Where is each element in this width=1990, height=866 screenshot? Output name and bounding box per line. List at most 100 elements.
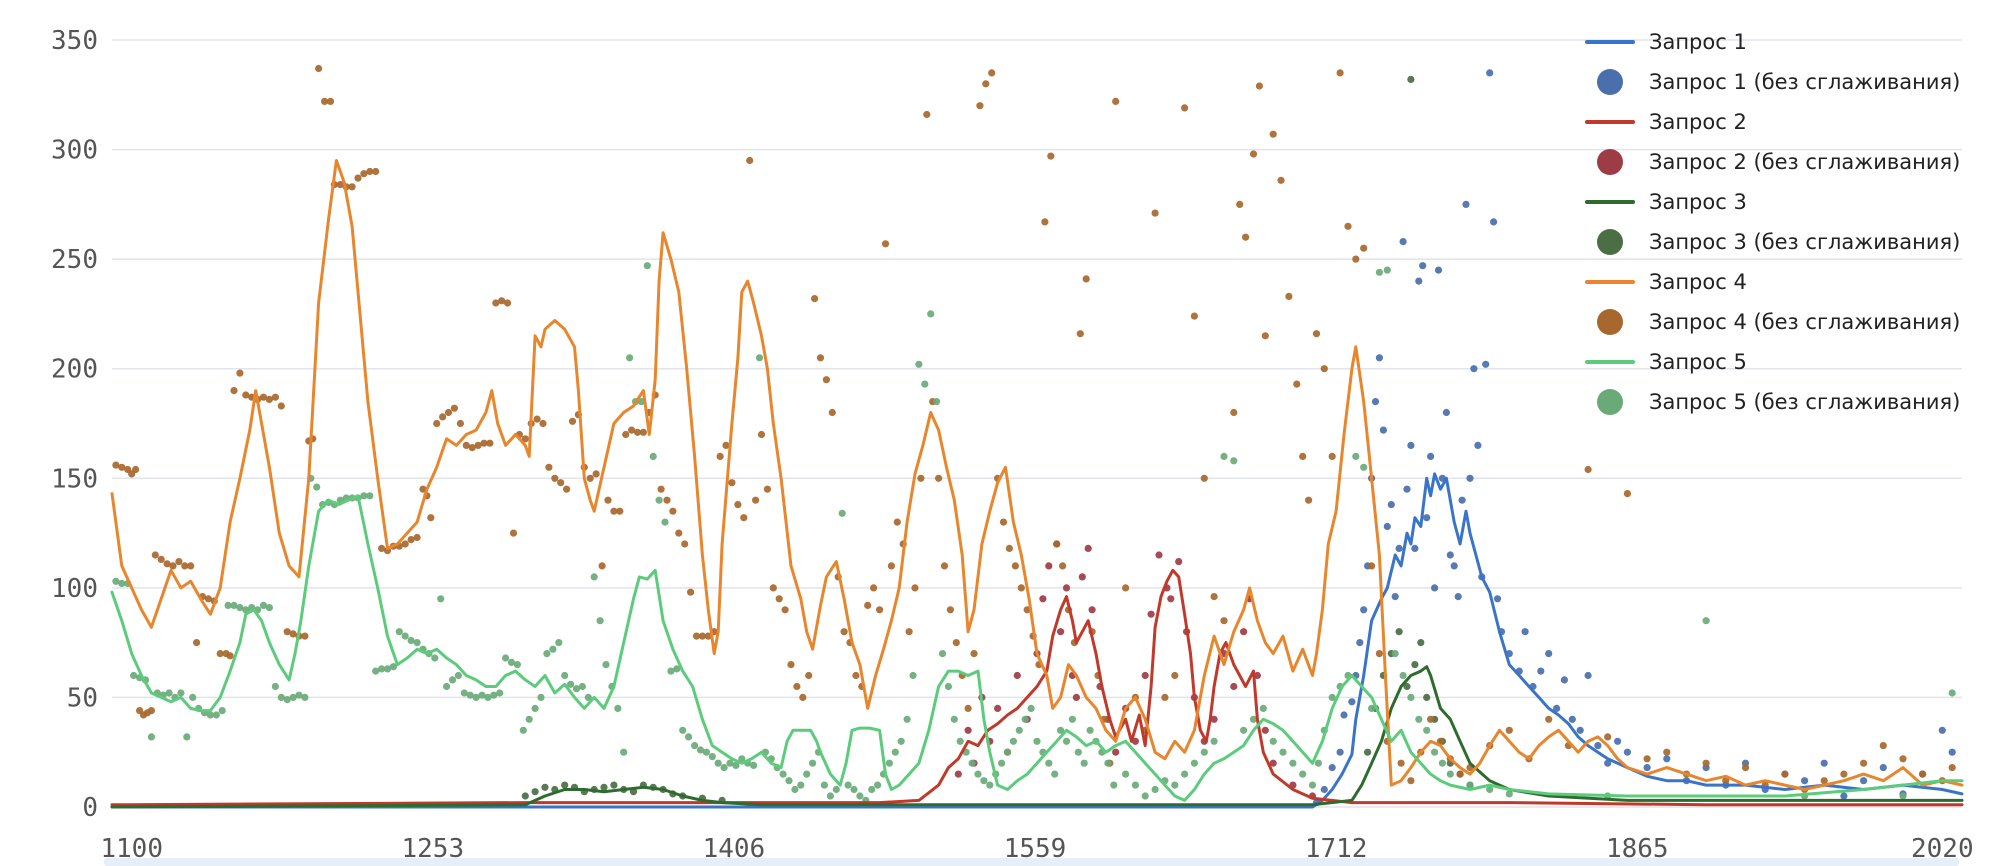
scatter-point[interactable] <box>578 682 587 691</box>
scatter-point[interactable] <box>1899 755 1907 763</box>
scatter-point[interactable] <box>295 691 303 699</box>
scatter-point[interactable] <box>1112 97 1120 105</box>
scatter-point[interactable] <box>1417 639 1425 647</box>
scatter-point[interactable] <box>1086 726 1094 734</box>
scatter-point[interactable] <box>791 785 799 794</box>
scatter-point[interactable] <box>763 485 772 493</box>
scatter-point[interactable] <box>1200 474 1208 482</box>
scatter-point[interactable] <box>696 746 705 754</box>
scatter-point[interactable] <box>673 665 681 673</box>
scatter-point[interactable] <box>360 492 368 500</box>
scatter-point[interactable] <box>1604 733 1612 741</box>
scatter-point[interactable] <box>938 650 947 658</box>
scatter-point[interactable] <box>1391 593 1399 601</box>
scatter-point[interactable] <box>1486 69 1494 77</box>
scatter-point[interactable] <box>1259 704 1267 713</box>
scatter-point[interactable] <box>504 299 512 307</box>
scatter-point[interactable] <box>407 536 415 544</box>
scatter-point[interactable] <box>746 156 754 165</box>
scatter-point[interactable] <box>1062 584 1071 592</box>
scatter-point[interactable] <box>826 792 835 800</box>
scatter-point[interactable] <box>1210 593 1218 601</box>
scatter-point[interactable] <box>348 183 356 191</box>
scatter-point[interactable] <box>876 606 884 614</box>
scatter-point[interactable] <box>531 788 539 796</box>
scatter-point[interactable] <box>175 558 183 566</box>
scatter-point[interactable] <box>1446 551 1454 559</box>
scatter-point[interactable] <box>1320 365 1328 373</box>
scatter-point[interactable] <box>787 661 795 669</box>
scatter-point[interactable] <box>988 69 996 77</box>
scatter-point[interactable] <box>1141 792 1149 800</box>
scatter-point[interactable] <box>1371 398 1380 406</box>
scatter-point[interactable] <box>933 398 941 406</box>
scatter-point[interactable] <box>909 671 917 680</box>
scatter-point[interactable] <box>840 628 848 636</box>
scatter-point[interactable] <box>1181 104 1189 112</box>
scatter-point[interactable] <box>395 628 403 636</box>
scatter-point[interactable] <box>1104 759 1112 767</box>
scatter-point[interactable] <box>626 354 634 362</box>
scatter-point[interactable] <box>1348 698 1356 706</box>
horizontal-scrollbar[interactable] <box>104 858 1959 866</box>
scatter-point[interactable] <box>685 733 693 741</box>
scatter-point[interactable] <box>378 665 386 673</box>
scatter-point[interactable] <box>1230 457 1238 465</box>
scatter-point[interactable] <box>1436 737 1445 745</box>
scatter-point[interactable] <box>1423 726 1431 734</box>
scatter-point[interactable] <box>616 507 624 515</box>
scatter-point[interactable] <box>1545 650 1553 658</box>
scatter-point[interactable] <box>679 726 687 734</box>
scatter-point[interactable] <box>885 759 894 767</box>
scatter-point[interactable] <box>1057 726 1065 734</box>
scatter-point[interactable] <box>1545 715 1553 723</box>
scatter-point[interactable] <box>1167 595 1175 603</box>
scatter-point[interactable] <box>413 639 421 647</box>
scatter-point[interactable] <box>1328 693 1336 702</box>
scatter-point[interactable] <box>927 310 935 318</box>
scatter-point[interactable] <box>1269 737 1277 745</box>
scatter-point[interactable] <box>468 444 476 452</box>
scatter-point[interactable] <box>212 711 220 719</box>
scatter-point[interactable] <box>1312 330 1321 338</box>
scatter-point[interactable] <box>289 630 297 638</box>
scatter-point[interactable] <box>1151 209 1159 217</box>
scatter-point[interactable] <box>301 693 309 702</box>
scatter-point[interactable] <box>1407 75 1415 83</box>
scatter-point[interactable] <box>537 693 545 702</box>
scatter-point[interactable] <box>986 781 994 789</box>
scatter-point[interactable] <box>366 492 374 500</box>
scatter-point[interactable] <box>509 529 518 537</box>
scatter-point[interactable] <box>964 704 972 713</box>
scatter-point[interactable] <box>852 671 860 680</box>
scatter-point[interactable] <box>1122 770 1130 778</box>
scatter-point[interactable] <box>383 665 392 673</box>
scatter-point[interactable] <box>531 704 539 713</box>
scatter-point[interactable] <box>1623 748 1631 756</box>
scatter-point[interactable] <box>738 755 746 763</box>
scatter-point[interactable] <box>732 761 740 770</box>
scatter-point[interactable] <box>1074 748 1082 756</box>
scatter-point[interactable] <box>1576 726 1584 734</box>
scatter-point[interactable] <box>915 360 923 368</box>
scatter-point[interactable] <box>112 461 120 469</box>
scatter-point[interactable] <box>726 759 734 767</box>
scatter-point[interactable] <box>472 693 480 702</box>
scatter-point[interactable] <box>401 540 409 548</box>
scatter-point[interactable] <box>643 262 651 270</box>
scatter-point[interactable] <box>946 606 955 614</box>
scatter-point[interactable] <box>1741 764 1750 772</box>
scatter-point[interactable] <box>236 369 244 377</box>
scatter-point[interactable] <box>1147 610 1155 618</box>
scatter-point[interactable] <box>1285 292 1293 300</box>
scatter-point[interactable] <box>1328 452 1336 460</box>
scatter-point[interactable] <box>1375 354 1383 362</box>
scatter-point[interactable] <box>378 544 386 553</box>
scatter-point[interactable] <box>952 639 960 647</box>
scatter-point[interactable] <box>897 737 905 745</box>
scatter-point[interactable] <box>923 110 931 119</box>
scatter-point[interactable] <box>1131 737 1139 745</box>
scatter-point[interactable] <box>1948 748 1956 756</box>
scatter-point[interactable] <box>568 417 577 425</box>
scatter-point[interactable] <box>803 770 811 778</box>
